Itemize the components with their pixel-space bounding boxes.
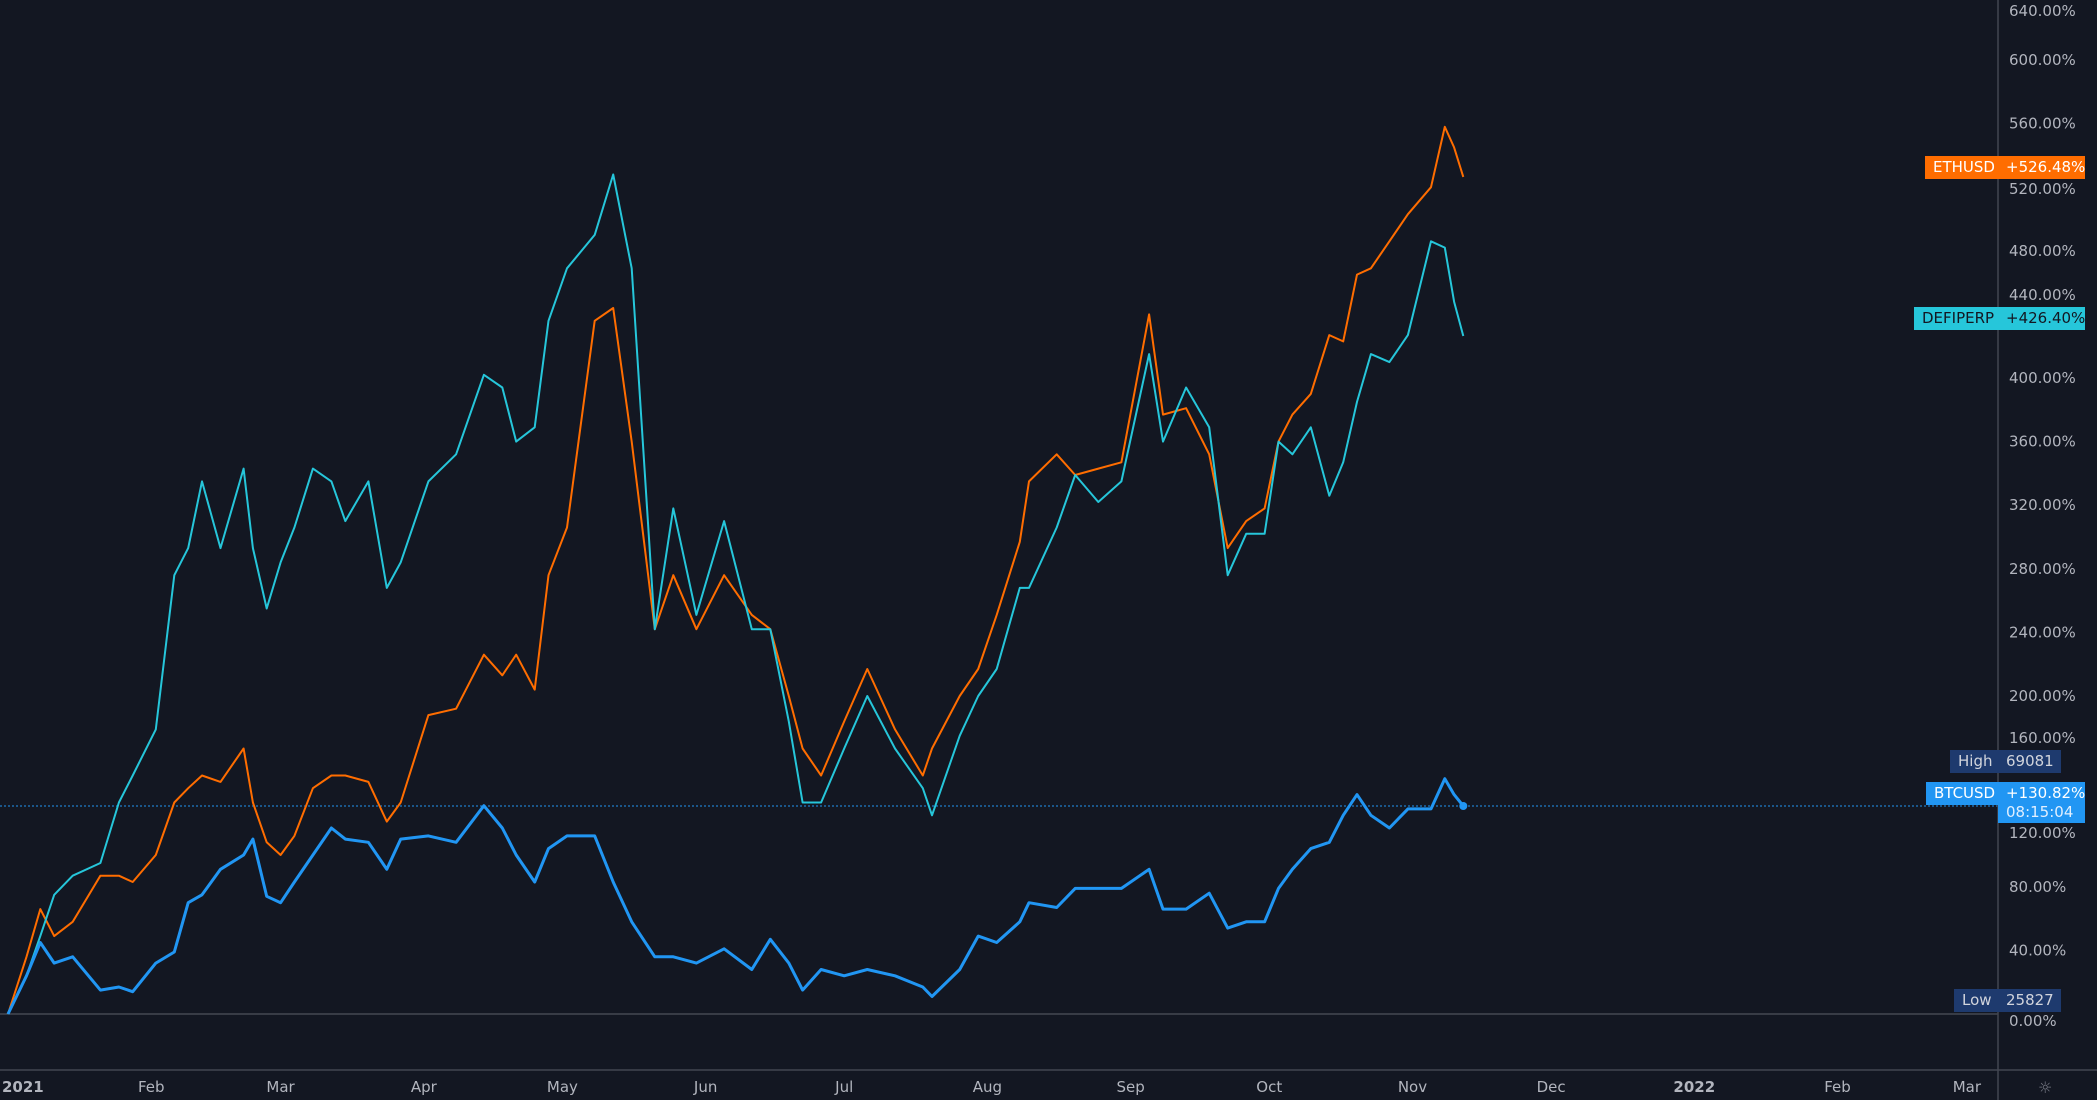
x-tick-label: Apr xyxy=(411,1078,438,1096)
y-tick-label: 480.00% xyxy=(2009,242,2076,260)
x-tick-label: Nov xyxy=(1398,1078,1427,1096)
y-tick-label: 80.00% xyxy=(2009,878,2066,896)
btcusd-value-tag: +130.82% 08:15:04 xyxy=(1998,782,2085,823)
defiperp-line[interactable] xyxy=(7,173,1465,1015)
y-tick-label: 360.00% xyxy=(2009,433,2076,451)
btcusd-value: +130.82% xyxy=(2006,784,2086,802)
btcusd-line[interactable] xyxy=(6,777,1465,1015)
y-tick-label: 440.00% xyxy=(2009,286,2076,304)
x-tick-label: Sep xyxy=(1117,1078,1145,1096)
y-tick-label: 520.00% xyxy=(2009,180,2076,198)
ethusd-value-tag: +526.48% xyxy=(1998,156,2085,179)
y-tick-label: 600.00% xyxy=(2009,51,2076,69)
y-tick-label: 40.00% xyxy=(2009,941,2066,959)
defiperp-value-tag: +426.40% xyxy=(1998,307,2085,330)
y-tick-label: 320.00% xyxy=(2009,496,2076,514)
btcusd-symbol-tag: BTCUSD xyxy=(1926,782,1998,805)
x-tick-label: Dec xyxy=(1537,1078,1566,1096)
bar-countdown: 08:15:04 xyxy=(2006,803,2074,821)
ethusd-line[interactable] xyxy=(7,125,1465,1015)
btcusd-last-point xyxy=(1459,801,1468,810)
x-tick-label: 2021 xyxy=(2,1078,44,1096)
y-tick-label: 400.00% xyxy=(2009,369,2076,387)
y-tick-label: 0.00% xyxy=(2009,1012,2057,1030)
high-value: 69081 xyxy=(1998,750,2061,773)
y-tick-label: 640.00% xyxy=(2009,2,2076,20)
x-tick-label: Oct xyxy=(1256,1078,1282,1096)
x-tick-label: Jul xyxy=(834,1078,853,1096)
low-value: 25827 xyxy=(1998,989,2061,1012)
time-axis[interactable]: 2021 Feb Mar Apr May Jun Jul Aug Sep Oct Nov Dec 202… xyxy=(2,1078,1982,1096)
y-tick-label: 280.00% xyxy=(2009,560,2076,578)
x-tick-label: Mar xyxy=(1953,1078,1982,1096)
price-axis[interactable]: 0.00% 40.00% 80.00% 120.00% 160.00% 200.00% 24… xyxy=(2009,2,2076,1030)
gear-icon[interactable]: ☼ xyxy=(2038,1078,2053,1097)
y-tick-label: 160.00% xyxy=(2009,729,2076,747)
defiperp-symbol-tag: DEFIPERP xyxy=(1914,307,1998,330)
x-tick-label: Feb xyxy=(138,1078,165,1096)
y-tick-label: 560.00% xyxy=(2009,115,2076,133)
y-tick-label: 240.00% xyxy=(2009,623,2076,641)
x-tick-label: Aug xyxy=(973,1078,1002,1096)
x-tick-label: May xyxy=(547,1078,578,1096)
series-layer xyxy=(0,125,1998,1015)
x-tick-label: 2022 xyxy=(1673,1078,1715,1096)
high-label: High xyxy=(1950,750,1998,773)
x-tick-label: Jun xyxy=(693,1078,717,1096)
y-tick-label: 120.00% xyxy=(2009,824,2076,842)
low-label: Low xyxy=(1954,989,1998,1012)
ethusd-symbol-tag: ETHUSD xyxy=(1925,156,1998,179)
x-tick-label: Mar xyxy=(266,1078,295,1096)
x-tick-label: Feb xyxy=(1824,1078,1851,1096)
y-tick-label: 200.00% xyxy=(2009,687,2076,705)
